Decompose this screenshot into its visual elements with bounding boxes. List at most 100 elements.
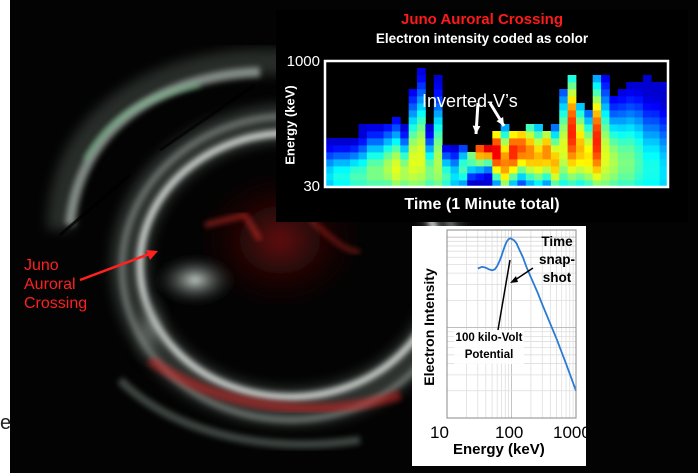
juno-label-line: Auroral [24,276,76,293]
spectrogram-cell [559,173,569,181]
spectrogram-cell [626,131,635,139]
spectrogram-cell [642,159,652,167]
spectrogram-subtitle: Electron intensity coded as color [375,31,589,46]
spectrogram-cell [509,180,518,188]
y-tick-label: 1000 [286,53,320,70]
spectrogram-cell [634,138,644,146]
spectrogram-cell [592,82,602,90]
spectrogram-cell [509,145,518,153]
spectrogram-cell [333,159,343,167]
spectrogram-cell [659,103,669,111]
spectrogram-cell [642,138,652,146]
spectrogram-cell [350,166,359,174]
spectrogram-cell [500,131,510,139]
spectrogram-cell [567,180,577,188]
spectrogram-cell [617,159,627,167]
spectrogram-cell [417,75,426,83]
spectrogram-cell [575,110,585,118]
spectrogram-cell [333,145,343,153]
spectrogram-cell [383,145,393,153]
spectrogram-cell [550,180,560,188]
spectrogram-cell [525,159,535,167]
spectrogram-cell [483,159,493,167]
spectrogram-cell [651,117,661,125]
spectrogram-cell [575,166,585,174]
spectrogram-cell [492,131,502,139]
spectrogram-cell [433,124,443,132]
spectrogram-cell [366,138,376,146]
spectrogram-cell [383,180,393,188]
spectrogram-cell [475,173,485,181]
spectrogram-cell [659,117,669,125]
spectrogram-cell [609,138,619,146]
spectrogram-cell [634,117,644,125]
spectrogram-cell [601,159,610,167]
spectrogram-cell [492,159,502,167]
spectrogram-cell [425,124,435,132]
spectrogram-cell [642,110,652,118]
spectrogram-cell [550,152,560,160]
spectrogram-cell [651,173,661,181]
spectrogram-cell [567,96,577,104]
spectrogram-cell [517,166,527,174]
spectrogram-cell [659,124,669,132]
spectrogram-cell [617,138,627,146]
spectrogram-cell [325,152,334,160]
spectrogram-cell [626,173,635,181]
spectrogram-cell [525,131,535,139]
spectrogram-cell [467,159,476,167]
spectrogram-cell [358,152,368,160]
spectrogram-cell [475,166,485,174]
spectrogram-cell [592,159,602,167]
spectrogram-cell [642,173,652,181]
spectrogram-cell [450,166,460,174]
spectrogram-cell [609,124,619,132]
spectrogram-cells [325,68,669,188]
spectrogram-cell [325,159,334,167]
spectrogram-cell [408,152,418,160]
spectrogram-cell [417,110,426,118]
spectrogram-cell [651,103,661,111]
spectrogram-cell [341,152,351,160]
spectrogram-cell [391,152,401,160]
spectrogram-cell [341,166,351,174]
spectrogram-cell [366,131,376,139]
spectrogram-cell [601,145,610,153]
spectrogram-cell [642,103,652,111]
juno-crossing-label: Juno Auroral Crossing [24,256,102,313]
spectrogram-cell [634,166,644,174]
spectrogram-cell [559,138,569,146]
spectrogram-cell [391,173,401,181]
spectrogram-cell [450,159,460,167]
spectrogram-cell [626,82,635,90]
spectrogram-cell [601,152,610,160]
spectrogram-cell [417,89,426,97]
spectrogram-cell [659,96,669,104]
annotation-arrows [472,102,506,135]
spectrogram-cell [350,152,359,160]
spectrogram-cell [651,180,661,188]
spectrogram-cell [601,82,610,90]
spectrogram-cell [609,180,619,188]
spectrogram-cell [592,110,602,118]
spectrogram-cell [634,110,644,118]
spectrogram-cell [617,145,627,153]
spectrogram-cell [626,166,635,174]
inverted-v-annotation: Inverted-V’s [422,91,518,111]
spectrogram-cell [584,166,594,174]
spectrogram-cell [601,166,610,174]
spectrogram-cell [400,138,410,146]
spectrogram-cell [391,117,401,125]
spectrogram-cell [601,180,610,188]
spectrogram-cell [559,159,569,167]
spectrogram-cell [433,166,443,174]
arrowhead-icon [496,117,504,126]
spectrogram-cell [350,159,359,167]
spectrogram-cell [617,96,627,104]
spectrogram-cell [634,159,644,167]
spectrogram-cell [567,75,577,83]
spectrogram-cell [575,103,585,111]
spectrogram-cell [567,103,577,111]
spectrogram-cell [626,152,635,160]
